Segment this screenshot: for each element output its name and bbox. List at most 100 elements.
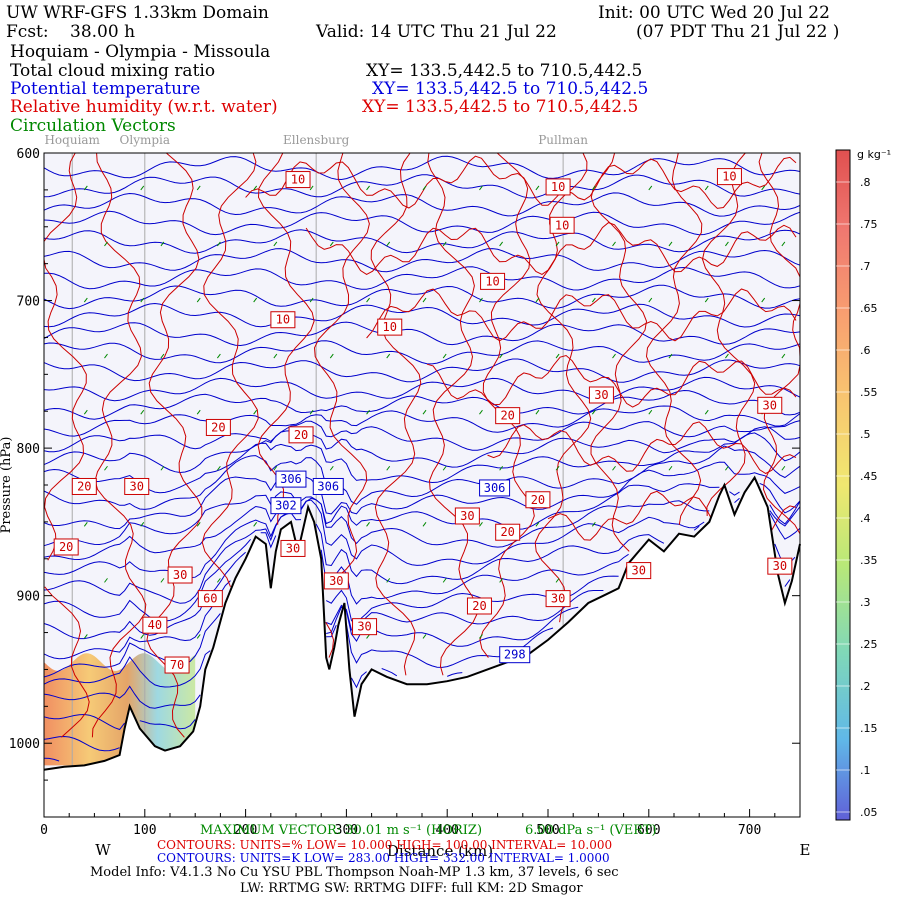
rh-label: 30 [594, 388, 608, 402]
circulation-vector [253, 185, 258, 191]
circulation-vector [535, 185, 540, 191]
circulation-vector [216, 578, 221, 583]
rh-label-box [495, 523, 521, 541]
circulation-vector [479, 522, 483, 527]
circulation-vector [366, 297, 370, 303]
rh-label-box [142, 616, 168, 634]
rh-contour [146, 152, 203, 738]
colorbar-label: .35 [860, 554, 878, 567]
theta-contour [43, 229, 801, 254]
rh-label-box [285, 171, 311, 189]
circulation-vector [366, 409, 370, 415]
circulation-vector [555, 353, 560, 359]
circulation-vector [725, 353, 729, 359]
circulation-vector [140, 409, 145, 415]
colorbar-label: .75 [860, 218, 878, 231]
circulation-vector [668, 241, 673, 247]
rh-contour [645, 152, 703, 525]
rh-label: 30 [773, 559, 787, 573]
theta-contour [43, 358, 801, 383]
circulation-vector [612, 465, 616, 471]
y-axis-title: Pressure (hPa) [0, 437, 14, 534]
theta-label-box [275, 470, 307, 488]
circulation-vector [273, 353, 278, 359]
circulation-vector [442, 578, 447, 583]
circulation-vector [309, 185, 314, 191]
x-axis-title: Distance (km) [387, 842, 493, 860]
theta-contour [43, 482, 801, 547]
rh-label-box [167, 566, 193, 584]
rh-contour [305, 222, 797, 275]
colorbar-label: .05 [860, 806, 878, 819]
rh-label: 30 [551, 592, 565, 606]
circulation-vector [386, 241, 391, 247]
rh-label: 20 [472, 599, 486, 613]
theta-contour [43, 405, 801, 437]
circulation-vector [422, 297, 427, 303]
rh-label-box [549, 216, 575, 234]
physics-info: LW: RRTMG SW: RRTMG DIFF: full KM: 2D Sm… [240, 881, 583, 896]
circulation-vector [160, 465, 165, 471]
rh-label-box [545, 590, 571, 608]
field-rh-name: Relative humidity (w.r.t. water) [10, 97, 278, 117]
rh-label: 60 [203, 592, 217, 606]
circulation-vector [104, 353, 108, 359]
circulation-vector [725, 465, 729, 471]
rh-label: 10 [485, 274, 499, 288]
rh-contour [590, 152, 648, 552]
rh-contour [370, 152, 422, 676]
field-theta-name: Potential temperature [10, 79, 201, 99]
theta-contour-info: CONTOURS: UNITS=K LOW= 283.00 HIGH= 332.… [157, 851, 610, 865]
circulation-vector [386, 353, 391, 359]
circulation-vector [196, 297, 201, 303]
rh-label-box [495, 407, 521, 425]
colorbar-label: .1 [860, 764, 871, 777]
rh-contour [487, 421, 797, 475]
circulation-vector [386, 465, 391, 471]
circulation-vector [104, 241, 108, 247]
field-rh-xy: XY= 133.5,442.5 to 710.5,442.5 [362, 97, 639, 117]
theta-contour [43, 461, 801, 530]
circulation-vector [442, 241, 447, 247]
forecast-label: Fcst: [6, 22, 49, 42]
colorbar-label: .3 [860, 596, 871, 609]
circulation-vector [140, 634, 145, 639]
rh-contour [201, 152, 259, 587]
colorbar-label: .55 [860, 386, 878, 399]
rh-label: 30 [763, 398, 777, 412]
rh-contour [313, 152, 370, 658]
circulation-vector [196, 409, 201, 415]
circulation-vector [479, 297, 483, 303]
direction-east: E [800, 841, 811, 859]
rh-label-box [377, 318, 403, 336]
theta-label: 302 [275, 499, 297, 513]
theta-contour [43, 512, 801, 604]
circulation-vector [479, 634, 483, 639]
rh-label-box [280, 539, 306, 557]
colorbar-label: .4 [860, 512, 871, 525]
rh-label: 30 [357, 620, 371, 634]
circulation-vector [499, 353, 504, 359]
theta-contour [43, 284, 801, 310]
circulation-vector [442, 465, 447, 471]
theta-label: 306 [484, 481, 506, 495]
circulation-vector [781, 465, 786, 471]
circulation-vector [591, 185, 596, 191]
circulation-vector [273, 465, 278, 471]
rh-label: 30 [329, 574, 343, 588]
circulation-vector [499, 465, 504, 471]
rh-label-box [323, 572, 349, 590]
theta-contour [43, 210, 801, 236]
rh-label-box [270, 311, 296, 329]
valid-time-local: (07 PDT Thu 21 Jul 22 ) [636, 22, 840, 42]
direction-west: W [95, 841, 111, 859]
rh-label-box [757, 396, 783, 414]
circulation-vector [160, 241, 165, 247]
rh-label-box [164, 656, 190, 674]
rh-label: 10 [383, 320, 397, 334]
rh-label: 10 [722, 170, 736, 184]
rh-label-box [352, 618, 378, 636]
rh-label: 40 [148, 618, 162, 632]
circulation-vector [648, 297, 653, 303]
rh-label-box [454, 507, 480, 525]
